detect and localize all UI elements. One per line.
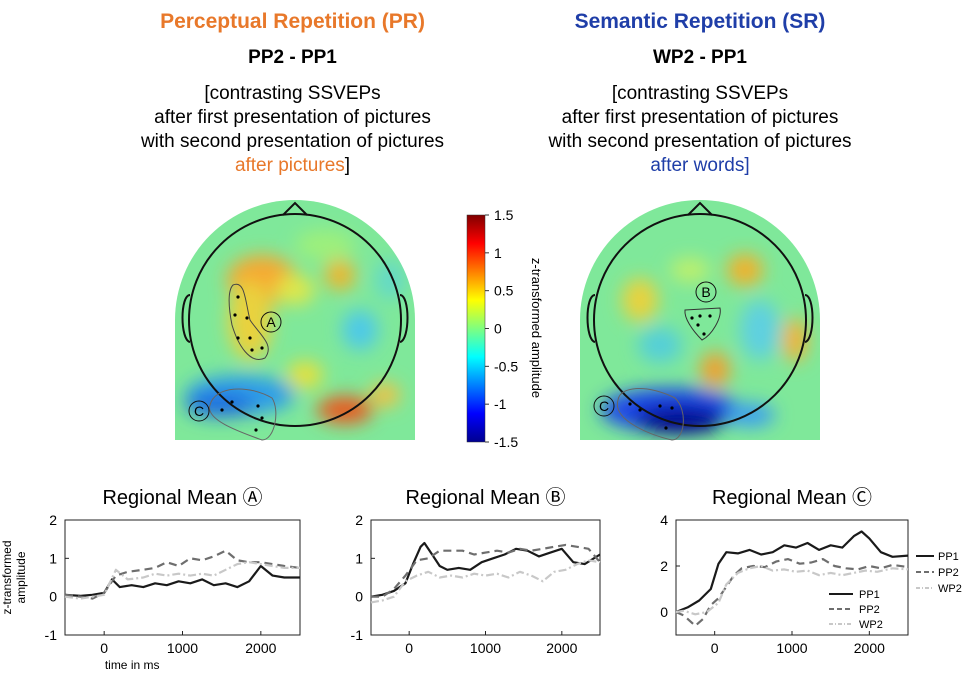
sr-contrast: WP2 - PP1 (653, 47, 747, 68)
x-tick-label: 1000 (470, 640, 501, 656)
series-line-wp2 (370, 559, 601, 604)
x-tick-label: 1000 (167, 640, 198, 656)
x-tick-label: 0 (711, 640, 719, 656)
pr-contrast: PP2 - PP1 (248, 47, 337, 68)
colorbar-tick-label: 0 (494, 321, 502, 337)
colorbar-tick-label: -1.5 (494, 434, 518, 450)
y-tick-label: -1 (351, 627, 364, 643)
colorbar-tick-label: 1.5 (494, 207, 514, 223)
y-tick-label: 2 (660, 558, 668, 574)
regional-mean-chart-2: Regional Mean Ⓑ 0 1000 2000 2 1 0 -1 (351, 486, 601, 656)
series-line-pp2 (371, 543, 601, 598)
sr-topomap: B C (580, 200, 820, 441)
pr-title: Perceptual Repetition (PR) (160, 10, 425, 33)
sr-header: Semantic Repetition (SR) WP2 - PP1 [cont… (505, 0, 895, 178)
series-line-wp2 (64, 561, 300, 600)
sr-desc-line-3: with second presentation of pictures (548, 131, 852, 152)
colorbar-tick-label: -0.5 (494, 358, 518, 374)
sr-description: [contrasting SSVEPs after first presenta… (505, 82, 895, 178)
inner-legend-label-wp2: WP2 (859, 619, 883, 631)
plot-frame (675, 519, 909, 636)
region-b-label: B (701, 284, 710, 300)
y-axis-label: z-transformedamplitude (0, 540, 28, 614)
sr-title: Semantic Repetition (SR) (574, 10, 826, 33)
colorbar: 1.5 1 0.5 0 -0.5 -1 -1.5 z-transformed amplitu… (466, 207, 544, 450)
x-tick-label: 2000 (546, 640, 577, 656)
colorbar-label: z-transformed amplitude (529, 258, 544, 398)
x-tick-label: 0 (405, 640, 413, 656)
series-line-pp1 (675, 530, 909, 614)
series-line-pp1 (370, 541, 601, 598)
y-tick-label: 2 (355, 512, 363, 528)
y-tick-label: 0 (49, 589, 57, 605)
pr-topomap: A C (175, 200, 415, 441)
legend-label-pp1: PP1 (938, 551, 959, 563)
inner-legend-label-pp2: PP2 (859, 604, 880, 616)
pr-desc-line-2: after first presentation of pictures (154, 107, 431, 128)
x-tick-label: 2000 (245, 640, 276, 656)
legend-label-wp2: WP2 (938, 583, 962, 595)
pr-description: [contrasting SSVEPs after first presenta… (100, 82, 485, 178)
plot-frame (370, 519, 601, 636)
y-tick-label: -1 (45, 627, 58, 643)
regional-mean-chart-1: Regional Mean Ⓐ 0 1000 2000 2 1 0 -1 z-transform… (0, 486, 301, 672)
sr-desc-line-1: [contrasting SSVEPs (611, 83, 789, 104)
pr-desc-line-3: with second presentation of pictures (140, 131, 445, 152)
y-tick-label: 0 (660, 604, 668, 620)
colorbar-tick-label: -1 (494, 396, 507, 412)
x-axis-label: time in ms (105, 658, 160, 672)
x-tick-label: 1000 (776, 640, 807, 656)
regional-mean-charts: Regional Mean Ⓐ0 1000 2000210-1z-transform… (0, 486, 962, 672)
y-tick-label: 1 (355, 550, 363, 566)
pr-desc-highlight: after pictures (234, 155, 345, 176)
region-c-label-left: C (194, 403, 204, 419)
pr-desc-line-4: after pictures] (100, 154, 485, 178)
plot-frame (64, 519, 301, 636)
legend-label-pp2: PP2 (938, 567, 959, 579)
sr-desc-line-2: after first presentation of pictures (561, 107, 839, 128)
chart-title: Regional Mean Ⓐ (102, 486, 262, 509)
chart-title: Regional Mean Ⓒ (712, 486, 872, 509)
pr-desc-close: ] (344, 155, 351, 176)
sr-desc-line-4: after words] (650, 155, 750, 176)
x-tick-label: 2000 (854, 640, 885, 656)
region-a-label: A (266, 314, 276, 330)
y-tick-label: 4 (660, 512, 668, 528)
regional-mean-chart-3: Regional Mean Ⓒ 0 1000 2000 4 2 0 PP1 PP2 WP2 PP1 P… (660, 486, 962, 656)
x-tick-label: 0 (100, 640, 108, 656)
series-line-wp2 (675, 564, 909, 616)
colorbar-tick-label: 1 (494, 245, 502, 261)
y-tick-label: 2 (49, 512, 57, 528)
inner-legend-label-pp1: PP1 (859, 589, 880, 601)
region-c-label-right: C (599, 398, 609, 414)
topomap-figure: A C (175, 200, 820, 450)
pr-desc-line-1: [contrasting SSVEPs (204, 83, 381, 104)
chart-title: Regional Mean Ⓑ (405, 486, 565, 509)
colorbar-tick-label: 0.5 (494, 283, 514, 299)
y-tick-label: 1 (49, 550, 57, 566)
pr-header: Perceptual Repetition (PR) PP2 - PP1 [co… (100, 0, 485, 178)
y-tick-label: 0 (355, 589, 363, 605)
